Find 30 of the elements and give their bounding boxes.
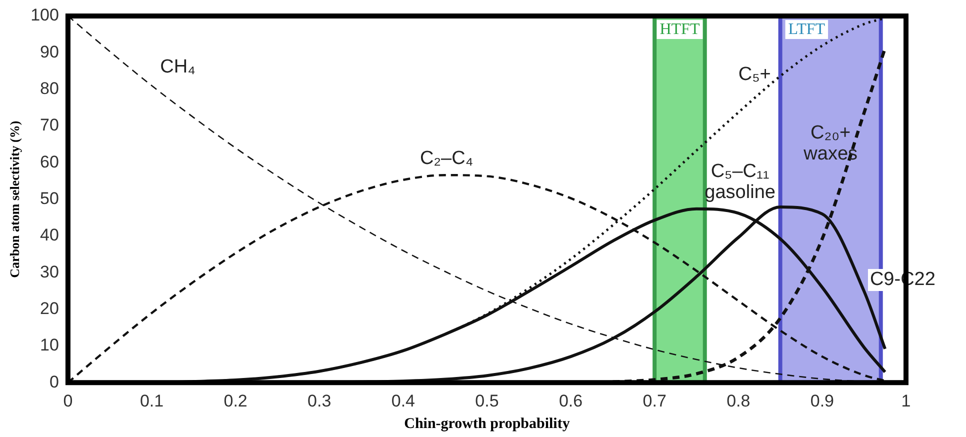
x-tick-label: 0.4 (391, 391, 415, 410)
series-label: C₂₀+ waxes (802, 122, 858, 165)
y-tick-label: 100 (30, 6, 59, 25)
x-tick-label: 0.6 (558, 391, 583, 410)
band-label: LTFT (788, 21, 826, 38)
x-tick-label: 0.5 (475, 391, 499, 410)
y-tick-label: 60 (40, 152, 59, 172)
x-tick-label: 0.3 (308, 391, 332, 410)
y-tick-label: 40 (40, 226, 59, 245)
y-tick-label: 50 (40, 188, 59, 208)
x-tick-label: 0.1 (140, 391, 164, 410)
y-axis-title: Carbon atom selectivity (%) (7, 120, 22, 278)
y-tick-label: 10 (40, 336, 59, 355)
y-tick-label: 90 (40, 42, 59, 62)
y-tick-label: 0 (49, 372, 59, 392)
x-tick-label: 1 (901, 391, 911, 410)
x-tick-label: 0.9 (810, 391, 834, 410)
series-label: CH₄ (160, 56, 196, 78)
y-tick-label: 70 (40, 116, 59, 135)
x-tick-label: 0.8 (726, 391, 750, 410)
y-tick-label: 30 (40, 262, 59, 282)
x-axis-title: Chin-growth propbability (404, 416, 570, 432)
band-label: HTFT (660, 21, 700, 38)
x-tick-label: 0.7 (642, 391, 666, 410)
x-tick-label: 0.2 (224, 391, 248, 410)
x-tick-label: 0 (63, 391, 73, 410)
y-tick-label: 80 (40, 79, 59, 98)
series-label: C₂–C₄ (420, 148, 474, 170)
series-label: C₅+ (738, 64, 771, 85)
y-tick-label: 20 (40, 298, 59, 318)
